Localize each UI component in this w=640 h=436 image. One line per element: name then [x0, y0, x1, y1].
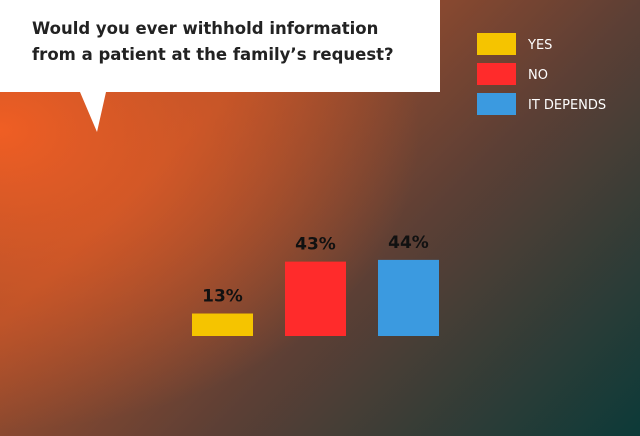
legend-swatch: [477, 33, 516, 55]
value-label: 44%: [388, 233, 429, 253]
speech-bubble: [0, 0, 440, 132]
legend-swatch: [477, 93, 516, 115]
legend-label: IT DEPENDS: [528, 98, 606, 113]
bar: [285, 261, 346, 336]
bar: [192, 313, 253, 336]
legend-swatch: [477, 63, 516, 85]
legend-label: YES: [527, 38, 552, 53]
chart-title: Would you ever withhold information from…: [32, 19, 394, 64]
value-label: 13%: [202, 287, 243, 307]
bar: [378, 259, 439, 336]
legend-label: NO: [528, 68, 548, 83]
value-label: 43%: [295, 235, 336, 255]
